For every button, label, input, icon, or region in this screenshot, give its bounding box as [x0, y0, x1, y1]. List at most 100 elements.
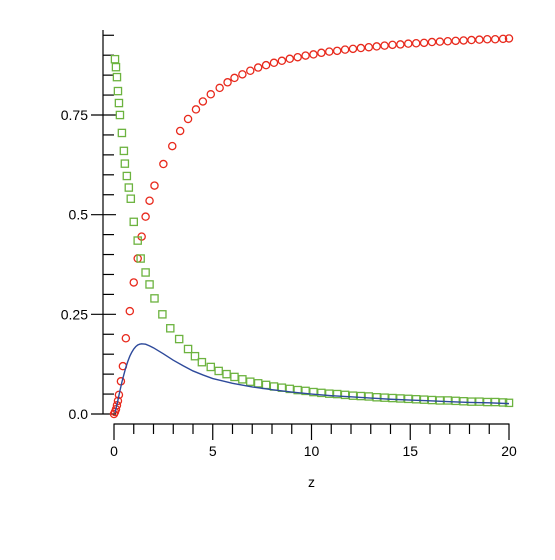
data-point-square — [309, 387, 318, 397]
data-point-circle — [396, 40, 405, 49]
series-2 — [114, 343, 510, 413]
data-point-circle — [443, 36, 453, 46]
data-point-circle — [111, 404, 121, 414]
data-point-circle — [269, 58, 279, 68]
data-point-square — [388, 393, 397, 403]
data-point-circle — [285, 54, 295, 64]
data-point-circle — [427, 37, 437, 47]
data-point-square — [356, 391, 366, 401]
data-point-square — [246, 377, 255, 386]
data-point-circle — [490, 35, 500, 44]
data-point-circle — [411, 38, 421, 48]
data-point-square — [498, 398, 508, 407]
data-point-square — [122, 171, 132, 181]
data-point-square — [126, 194, 136, 203]
data-point-square — [158, 310, 167, 319]
data-point-square — [129, 217, 138, 227]
x-axis-title: z — [308, 474, 315, 490]
data-point-square — [197, 357, 207, 367]
data-point-square — [459, 396, 468, 406]
data-point-circle — [380, 41, 389, 50]
data-point-circle — [504, 34, 514, 43]
data-point-circle — [141, 212, 150, 221]
data-point-square — [141, 268, 150, 277]
data-point-square — [253, 379, 263, 388]
data-point-square — [411, 394, 421, 404]
data-point-square — [115, 110, 125, 120]
data-point-square — [183, 344, 193, 354]
data-point-square — [467, 397, 476, 406]
data-point-square — [325, 389, 334, 398]
y-tick-label: 0.25 — [61, 306, 88, 322]
data-point-circle — [145, 196, 154, 205]
data-point-square — [490, 397, 500, 407]
y-tick-label: 0.75 — [61, 107, 88, 123]
data-point-square — [190, 351, 200, 361]
data-point-square — [117, 128, 127, 138]
data-point-circle — [340, 45, 350, 54]
data-point-square — [150, 294, 159, 303]
data-point-square — [111, 62, 121, 72]
data-point-circle — [261, 60, 271, 70]
x-tick-label: 5 — [209, 443, 217, 459]
data-point-square — [396, 394, 405, 403]
data-point-circle — [372, 42, 381, 51]
data-point-circle — [404, 39, 413, 48]
data-point-circle — [293, 52, 302, 62]
data-point-circle — [459, 36, 468, 45]
series-1 — [110, 54, 514, 408]
data-point-square — [110, 54, 120, 64]
series-layer — [109, 34, 514, 419]
x-tick-label: 10 — [304, 443, 320, 459]
data-point-circle — [483, 35, 492, 44]
data-point-circle — [175, 126, 185, 136]
data-point-square — [483, 397, 492, 407]
data-point-circle — [435, 37, 445, 46]
y-tick-label: 0.5 — [69, 207, 89, 223]
data-point-circle — [332, 46, 342, 56]
data-point-square — [119, 146, 129, 156]
data-point-circle — [159, 159, 168, 169]
x-tick-label: 20 — [501, 443, 517, 459]
data-point-circle — [125, 306, 135, 316]
series-0 — [109, 34, 514, 419]
data-point-square — [133, 236, 142, 245]
data-point-square — [427, 395, 437, 405]
data-point-square — [348, 391, 358, 400]
data-point-circle — [121, 334, 131, 343]
data-point-square — [238, 375, 247, 384]
data-point-square — [380, 393, 389, 402]
data-point-circle — [388, 40, 397, 50]
data-point-circle — [215, 83, 224, 93]
data-point-circle — [206, 90, 216, 99]
data-point-square — [317, 388, 326, 398]
data-point-circle — [223, 78, 232, 87]
data-point-square — [261, 380, 271, 390]
data-point-circle — [183, 114, 193, 124]
data-point-circle — [253, 63, 263, 72]
data-point-square — [332, 389, 342, 399]
data-point-square — [372, 393, 381, 402]
data-point-square — [124, 183, 134, 192]
data-point-square — [136, 254, 145, 263]
data-point-square — [174, 334, 184, 344]
data-point-square — [166, 324, 175, 333]
data-point-square — [404, 394, 413, 404]
data-point-square — [475, 397, 484, 406]
data-point-circle — [317, 48, 326, 58]
data-point-circle — [348, 44, 358, 54]
data-point-square — [419, 395, 429, 404]
data-point-circle — [419, 38, 429, 48]
data-point-square — [214, 366, 223, 376]
data-point-circle — [309, 50, 318, 59]
data-point-square — [114, 98, 124, 108]
data-point-circle — [198, 97, 208, 106]
data-point-circle — [475, 35, 484, 44]
data-point-circle — [238, 70, 247, 79]
data-point-square — [145, 280, 154, 289]
x-tick-label: 0 — [110, 443, 118, 459]
data-point-square — [222, 369, 231, 379]
data-point-square — [340, 390, 350, 400]
data-point-circle — [168, 141, 177, 151]
